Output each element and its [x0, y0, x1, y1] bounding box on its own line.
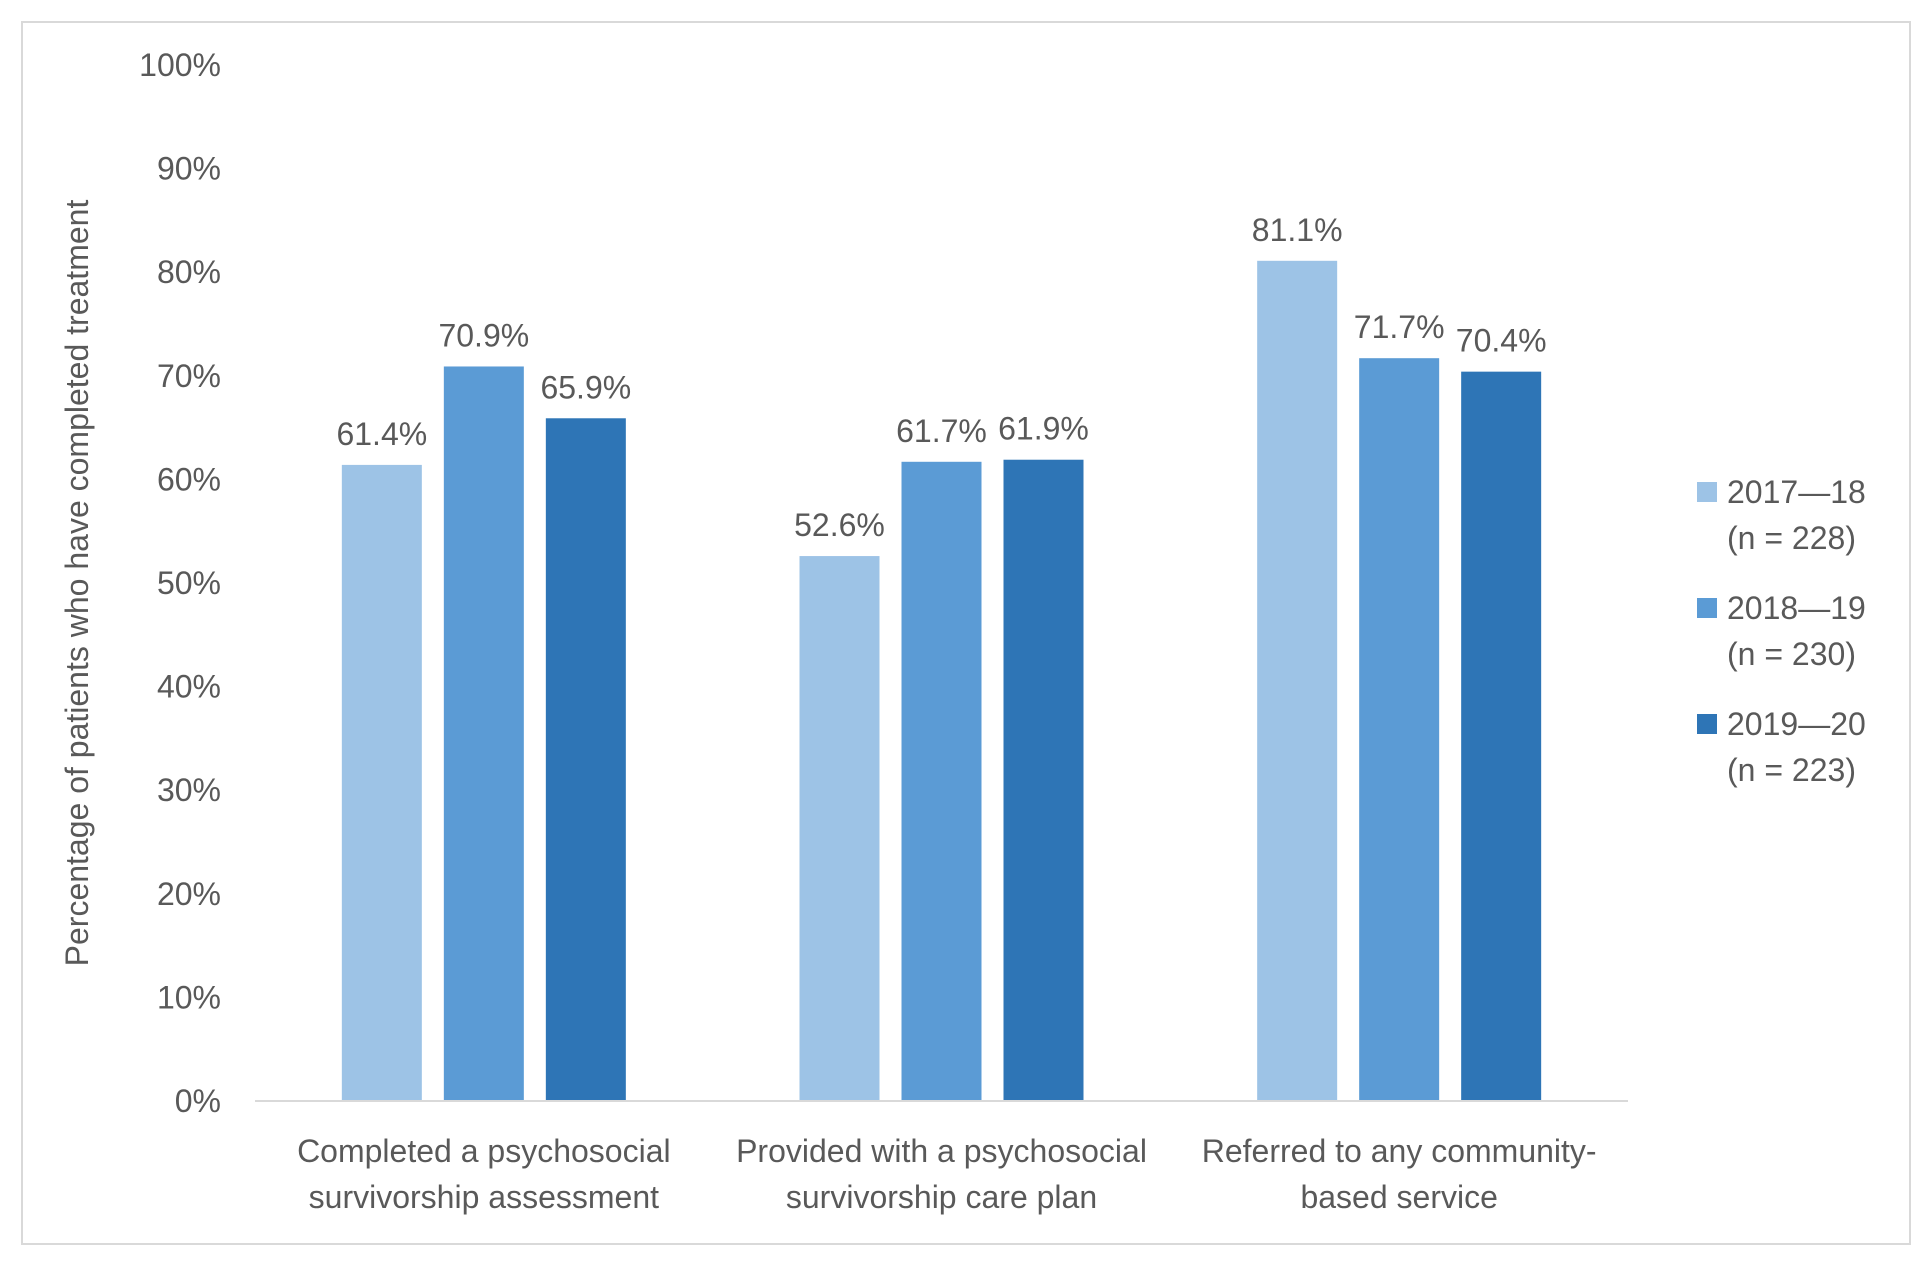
data-label: 70.9%: [438, 317, 529, 353]
legend-swatch: [1697, 482, 1717, 502]
y-tick-label: 60%: [157, 461, 221, 497]
y-tick-label: 20%: [157, 876, 221, 912]
y-tick-label: 70%: [157, 358, 221, 394]
data-label: 81.1%: [1252, 212, 1343, 248]
x-axis-categories: Completed a psychosocial survivorship ass…: [297, 1133, 1597, 1215]
data-label: 70.4%: [1456, 323, 1547, 359]
data-label: 61.7%: [896, 413, 987, 449]
y-tick-label: 90%: [157, 151, 221, 187]
bar-2017—18-cat-2: [799, 556, 880, 1101]
bar-series: [341, 260, 1542, 1102]
x-category-label: survivorship assessment: [309, 1179, 659, 1215]
legend-sample-size: (n = 223): [1727, 752, 1856, 788]
x-category-label: Referred to any community-: [1202, 1133, 1597, 1169]
legend-label: 2018—19: [1727, 590, 1866, 626]
data-label: 52.6%: [794, 507, 885, 543]
y-tick-label: 10%: [157, 979, 221, 1015]
bar-2018—19-cat-1: [443, 366, 524, 1101]
y-tick-label: 50%: [157, 565, 221, 601]
x-category-label: survivorship care plan: [786, 1179, 1097, 1215]
bar-2019—20-cat-2: [1003, 459, 1084, 1101]
bar-2017—18-cat-3: [1257, 260, 1338, 1102]
legend-swatch: [1697, 714, 1717, 734]
bar-2019—20-cat-3: [1461, 371, 1542, 1101]
legend-label: 2019—20: [1727, 706, 1866, 742]
bar-2017—18-cat-1: [341, 464, 422, 1101]
legend: 2017—18 (n = 228) 2018—19 (n = 230) 2019—20 (…: [1697, 474, 1866, 788]
y-tick-label: 80%: [157, 254, 221, 290]
y-axis-ticks: 0% 10% 20% 30% 40% 50% 60% 70% 80% 90% 100%: [139, 47, 221, 1119]
bar-2018—19-cat-2: [901, 461, 982, 1102]
y-tick-label: 0%: [175, 1083, 221, 1119]
data-label: 65.9%: [540, 369, 631, 405]
data-label: 61.9%: [998, 411, 1089, 447]
x-category-label: based service: [1300, 1179, 1497, 1215]
legend-swatch: [1697, 598, 1717, 618]
bar-2019—20-cat-1: [545, 418, 626, 1101]
y-tick-label: 40%: [157, 669, 221, 705]
x-category-label: Completed a psychosocial: [297, 1133, 671, 1169]
data-label: 61.4%: [336, 416, 427, 452]
x-category-label: Provided with a psychosocial: [736, 1133, 1147, 1169]
legend-label: 2017—18: [1727, 474, 1866, 510]
y-tick-label: 100%: [139, 47, 221, 83]
data-label: 71.7%: [1354, 309, 1445, 345]
y-tick-label: 30%: [157, 772, 221, 808]
bar-2018—19-cat-3: [1359, 358, 1440, 1101]
data-labels: 61.4% 70.9% 65.9% 52.6% 61.7% 61.9% 81.1% 71.7%…: [336, 212, 1546, 543]
legend-sample-size: (n = 228): [1727, 520, 1856, 556]
y-axis-title: Percentage of patients who have complete…: [59, 200, 95, 967]
legend-sample-size: (n = 230): [1727, 636, 1856, 672]
